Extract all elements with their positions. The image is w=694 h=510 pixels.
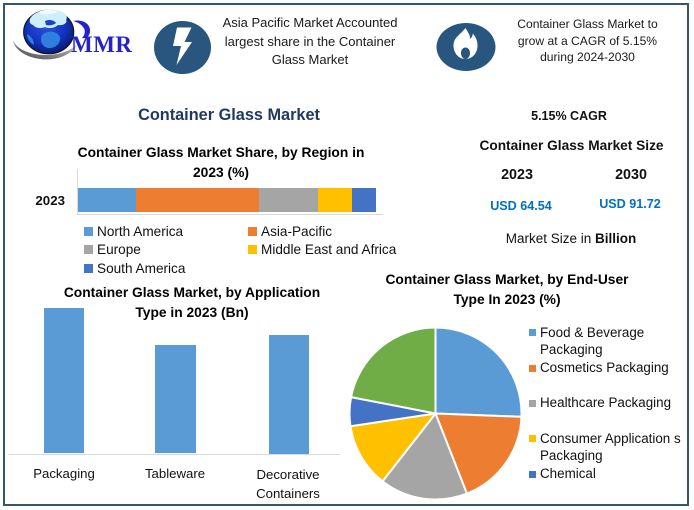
svg-text:MMR: MMR bbox=[71, 32, 133, 57]
